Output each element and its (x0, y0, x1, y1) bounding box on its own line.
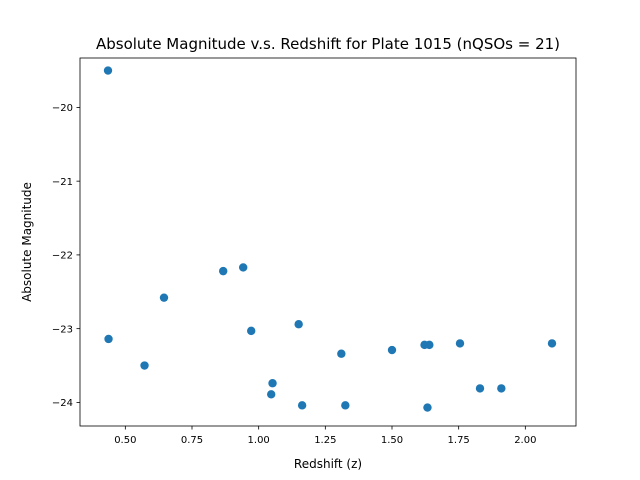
data-point (247, 326, 256, 336)
data-point (297, 401, 307, 410)
plot-frame (79, 57, 577, 427)
data-point (294, 320, 303, 329)
data-point (547, 339, 557, 348)
data-point (239, 263, 248, 272)
data-point (268, 379, 277, 388)
data-point (497, 384, 506, 393)
x-tick-label: 0.75 (181, 435, 203, 446)
data-point (425, 340, 434, 350)
x-tick-label: 2.00 (514, 435, 536, 446)
data-point (159, 293, 169, 302)
x-tick-label: 1.75 (448, 435, 470, 446)
y-tick-label: −23 (52, 324, 73, 335)
y-axis-label: Absolute Magnitude (20, 182, 34, 302)
x-tick-label: 1.50 (381, 435, 403, 446)
x-tick-label: 1.25 (314, 435, 336, 446)
x-tick-label: 0.50 (114, 435, 136, 446)
data-point (423, 403, 432, 412)
data-point (104, 334, 113, 344)
y-tick-label: −21 (52, 177, 73, 188)
data-point (475, 384, 485, 393)
y-tick-label: −22 (52, 251, 73, 262)
data-point (455, 339, 465, 348)
data-point (267, 390, 276, 399)
plot-area: 0.50 0.75 1.00 1.25 1.50 1.75 2.00 −20 −21 −22 −23… (52, 57, 577, 446)
y-tick-label: −20 (52, 103, 73, 114)
data-point (341, 401, 350, 410)
y-tick-label: −24 (52, 398, 73, 409)
data-point (219, 266, 228, 276)
x-tick-label: 1.00 (248, 435, 270, 446)
data-point (337, 349, 346, 358)
data-point (140, 361, 149, 370)
data-point (103, 66, 113, 75)
x-axis-label: Redshift (z) (294, 457, 362, 471)
data-point (387, 345, 397, 355)
chart-title: Absolute Magnitude v.s. Redshift for Pla… (96, 35, 560, 53)
